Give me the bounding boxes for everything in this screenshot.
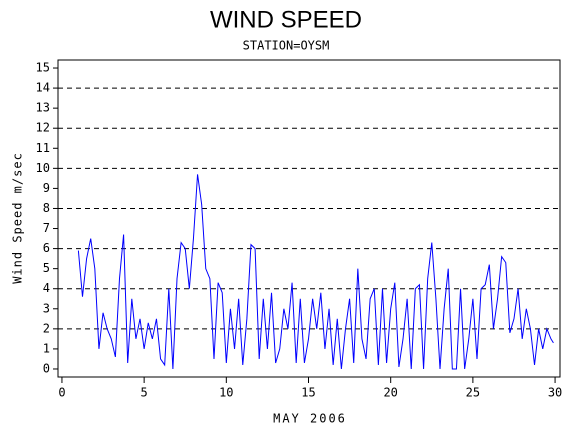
wind-line [77, 174, 554, 370]
x-tick-label: 10 [219, 386, 233, 400]
y-tick-label: 9 [43, 181, 50, 195]
y-tick-label: 3 [43, 301, 50, 315]
y-tick-label: 14 [36, 81, 50, 95]
y-tick-label: 2 [43, 321, 50, 335]
x-tick-label: 25 [466, 386, 480, 400]
y-tick-label: 8 [43, 201, 50, 215]
y-tick-label: 12 [36, 121, 50, 135]
y-axis-label: Wind Speed m/sec [11, 152, 25, 284]
y-tick-label: 7 [43, 221, 50, 235]
x-tick-label: 0 [58, 386, 65, 400]
x-tick-label: 5 [141, 386, 148, 400]
y-tick-label: 13 [36, 101, 50, 115]
y-tick-label: 6 [43, 241, 50, 255]
x-tick-label: 15 [301, 386, 315, 400]
y-tick-label: 5 [43, 261, 50, 275]
y-tick-label: 15 [36, 61, 50, 75]
y-tick-label: 4 [43, 281, 50, 295]
x-tick-label: 30 [548, 386, 562, 400]
x-axis-label: MAY 2006 [273, 412, 347, 426]
y-tick-label: 10 [36, 161, 50, 175]
x-tick-label: 20 [383, 386, 397, 400]
y-tick-label: 11 [36, 141, 50, 155]
chart-subtitle: STATION=OYSM [243, 39, 330, 53]
y-tick-label: 1 [43, 341, 50, 355]
y-tick-label: 0 [43, 361, 50, 375]
chart-title: WIND SPEED [210, 6, 362, 33]
